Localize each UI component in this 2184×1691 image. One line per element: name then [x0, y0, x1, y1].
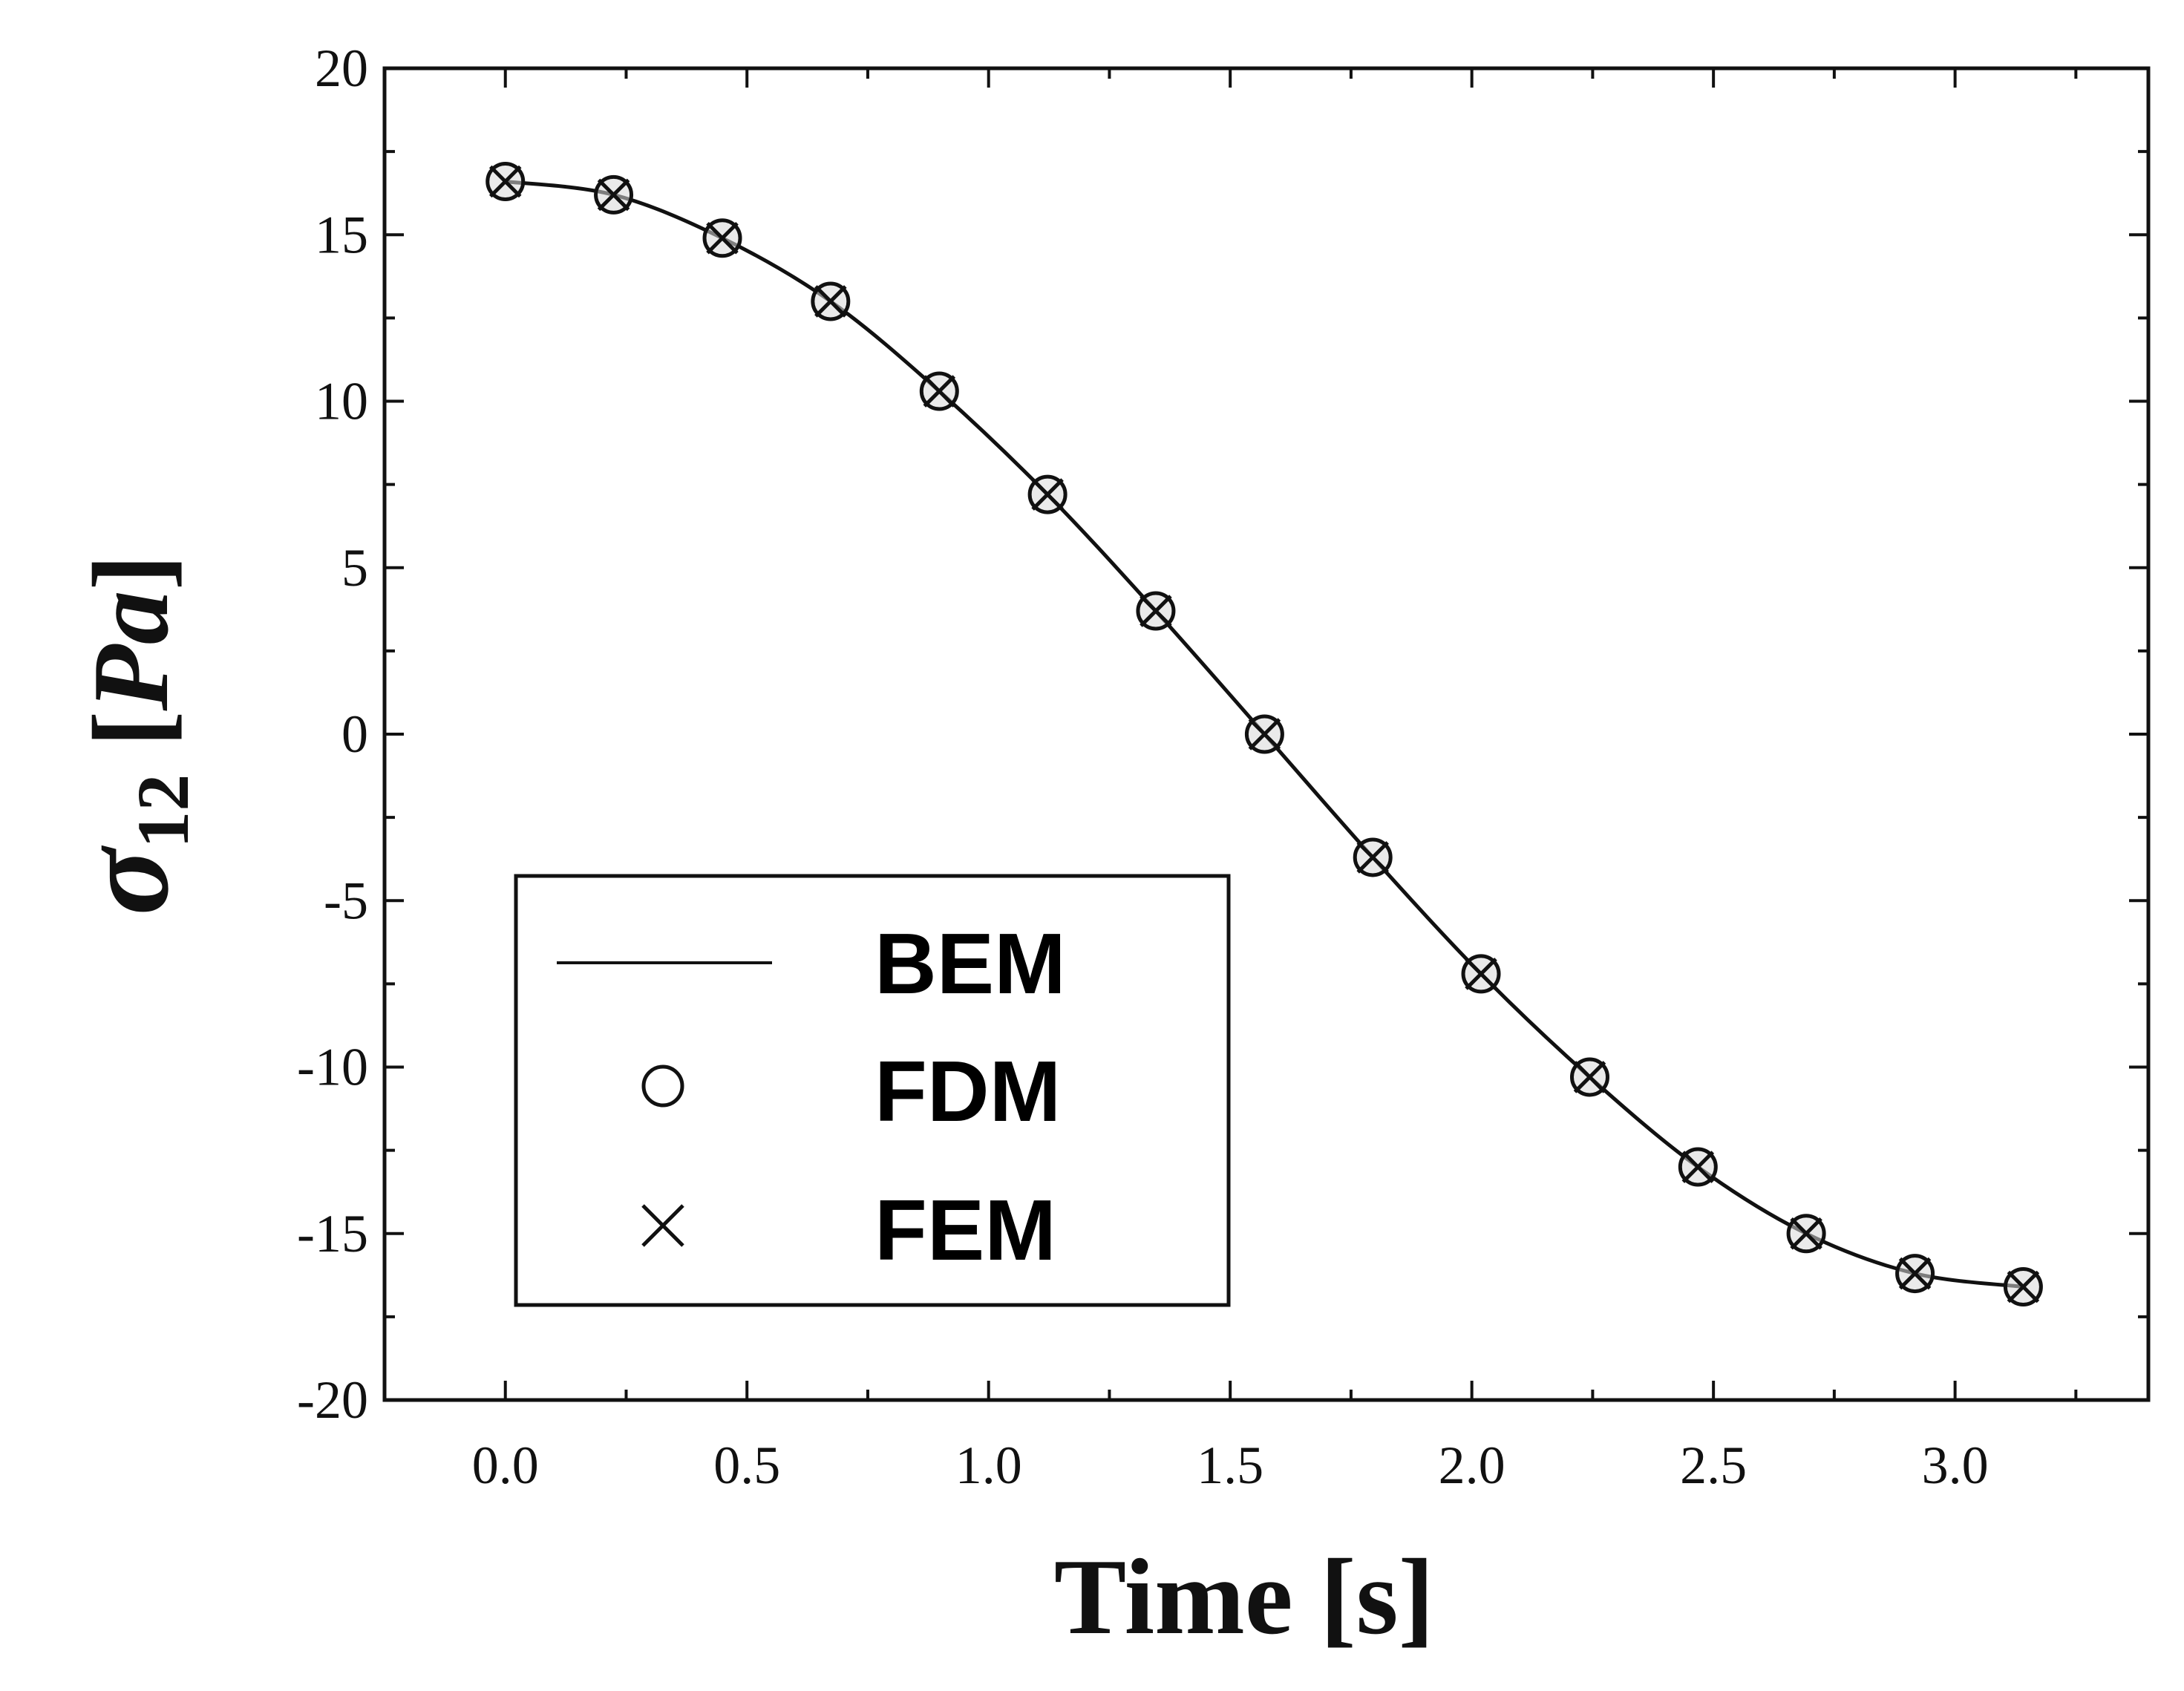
- x-tick-label: 2.0: [1439, 1436, 1505, 1495]
- y-axis-unit: Pa: [71, 590, 191, 711]
- y-tick-label: 0: [341, 704, 368, 764]
- x-tick-label: 3.0: [1922, 1436, 1989, 1495]
- y-tick-label: 20: [315, 39, 368, 98]
- legend-box: [514, 874, 1231, 1307]
- y-tick-label: -10: [297, 1038, 368, 1097]
- y-tick-label: -5: [324, 871, 368, 930]
- fem-point: [1790, 1217, 1822, 1250]
- fem-point: [1465, 958, 1497, 990]
- plot-series: [485, 161, 2043, 1307]
- plot-frame: [382, 66, 2151, 1402]
- y-axis-unit-close: ]: [71, 555, 191, 591]
- legend-fem-label: FEM: [874, 1182, 1056, 1278]
- x-tick-label: 0.5: [713, 1436, 780, 1495]
- y-axis-unit-open: [: [71, 711, 191, 774]
- y-tick-label: 5: [341, 538, 368, 598]
- fem-point: [1898, 1257, 1932, 1290]
- y-tick-label: -20: [297, 1370, 368, 1430]
- legend-fdm-label: FDM: [874, 1043, 1061, 1139]
- legend-fdm-circle-swatch: [641, 1064, 684, 1108]
- fem-point: [2007, 1270, 2040, 1304]
- legend-fem-cross-swatch: [641, 1204, 684, 1247]
- fem-point: [1031, 478, 1064, 511]
- x-axis-title: Time [s]: [1054, 1537, 1434, 1657]
- x-tick-label: 0.0: [472, 1436, 539, 1495]
- y-axis-subscript: 12: [122, 774, 204, 848]
- y-axis-title: σ12 [Pa]: [56, 555, 204, 916]
- fem-point: [1356, 841, 1389, 874]
- tick-labels: 0.0 0.5 1.0 1.5 2.0 2.5 3.0 20 15 10 5 0 -5 -10 -15 -20: [297, 39, 1989, 1495]
- x-tick-label: 1.0: [955, 1436, 1022, 1495]
- fem-point: [706, 221, 739, 255]
- fem-point: [923, 375, 956, 408]
- fem-point: [1573, 1061, 1606, 1093]
- legend-bem-label: BEM: [874, 915, 1066, 1012]
- fem-point: [814, 285, 847, 318]
- x-tick-label: 2.5: [1680, 1436, 1747, 1495]
- y-tick-label: 15: [315, 205, 368, 264]
- x-tick-label: 1.5: [1197, 1436, 1263, 1495]
- y-tick-label: -15: [297, 1204, 368, 1263]
- fem-point: [1248, 718, 1281, 750]
- fem-point: [597, 178, 630, 212]
- fem-point: [1681, 1151, 1715, 1183]
- fem-point: [1140, 595, 1172, 627]
- legend: BEM FDM FEM: [514, 874, 1231, 1307]
- fem-point: [488, 165, 522, 198]
- y-axis-symbol: σ: [56, 845, 194, 915]
- y-tick-label: 10: [315, 372, 368, 431]
